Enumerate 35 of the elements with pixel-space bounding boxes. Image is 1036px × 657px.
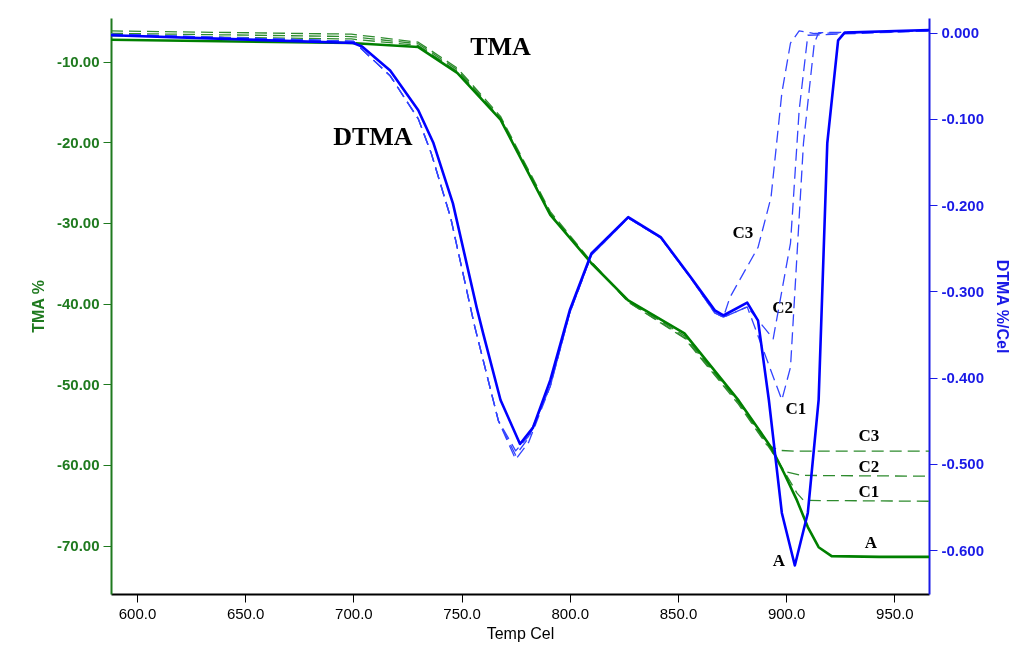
y-tick-label: -40.00 (56, 295, 100, 313)
y2-tick-label: 0.000 (941, 24, 980, 42)
x-tick-label: 900.0 (767, 604, 806, 622)
annotation: TMA (470, 32, 532, 62)
x-tick-label: 800.0 (551, 604, 590, 622)
x-tick-label: 600.0 (118, 604, 157, 622)
x-tick-label: 950.0 (876, 604, 914, 622)
annotation: DTMA (333, 122, 413, 152)
y2-tick-label: -0.300 (941, 282, 985, 300)
y-tick-label: -20.00 (56, 133, 100, 151)
y2-axis-title: DTMA %/Cel (994, 259, 1012, 354)
y-tick-label: -10.00 (56, 53, 100, 71)
y-tick-label: -50.00 (56, 375, 100, 393)
y2-tick-label: -0.500 (941, 455, 985, 473)
y2-tick-label: -0.400 (941, 369, 985, 387)
annotation: A (772, 550, 786, 570)
annotation: C2 (858, 457, 880, 477)
y-tick-label: -30.00 (56, 214, 100, 232)
annotation: C1 (858, 481, 880, 501)
annotation: C2 (772, 298, 794, 318)
x-tick-label: 850.0 (659, 604, 698, 622)
y2-tick-label: -0.200 (941, 196, 985, 214)
annotation: C3 (858, 425, 880, 445)
y2-tick-label: -0.100 (941, 110, 985, 128)
y-tick-label: -70.00 (56, 537, 100, 555)
y-tick-label: -60.00 (56, 456, 100, 474)
x-tick-label: 700.0 (335, 604, 373, 622)
y2-tick-label: -0.600 (941, 541, 985, 559)
y-axis-title: TMA % (29, 280, 47, 333)
x-tick-label: 750.0 (443, 604, 481, 622)
x-axis-title: Temp Cel (486, 624, 555, 642)
annotation: A (864, 533, 878, 553)
annotation: C3 (732, 223, 754, 243)
annotation: C1 (785, 399, 807, 419)
x-tick-label: 650.0 (226, 604, 265, 622)
